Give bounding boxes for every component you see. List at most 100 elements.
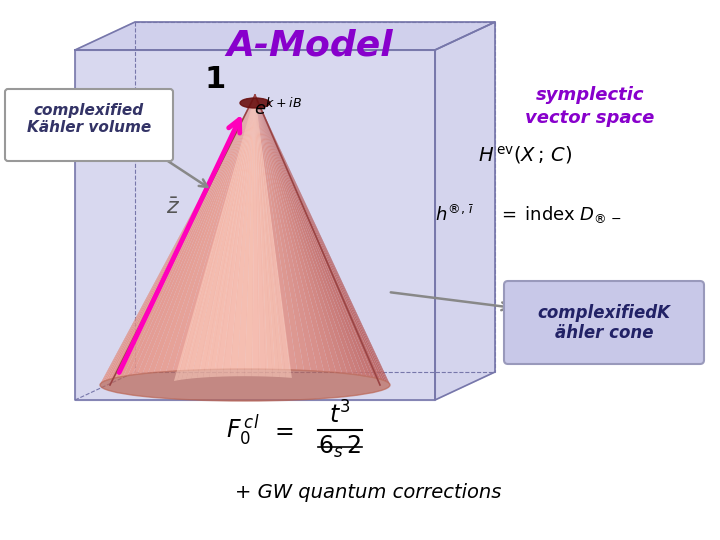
Polygon shape: [255, 95, 266, 376]
Polygon shape: [255, 95, 380, 379]
Polygon shape: [197, 95, 255, 378]
Polygon shape: [255, 95, 390, 384]
Polygon shape: [186, 95, 255, 370]
Polygon shape: [255, 95, 292, 378]
Polygon shape: [154, 95, 255, 373]
FancyBboxPatch shape: [5, 89, 173, 161]
FancyBboxPatch shape: [504, 281, 704, 364]
Polygon shape: [255, 95, 324, 372]
Polygon shape: [255, 95, 371, 377]
Polygon shape: [255, 95, 366, 376]
Polygon shape: [255, 95, 286, 377]
Polygon shape: [203, 95, 255, 377]
Polygon shape: [103, 95, 255, 382]
Polygon shape: [207, 95, 255, 369]
Polygon shape: [123, 95, 255, 376]
Polygon shape: [255, 95, 304, 370]
Polygon shape: [255, 95, 353, 374]
Polygon shape: [255, 95, 275, 369]
Polygon shape: [255, 95, 297, 370]
Polygon shape: [101, 95, 255, 383]
Polygon shape: [109, 95, 255, 379]
Polygon shape: [255, 95, 388, 382]
Polygon shape: [255, 95, 290, 370]
Polygon shape: [166, 95, 255, 372]
Polygon shape: [255, 95, 330, 372]
Polygon shape: [255, 95, 282, 369]
Polygon shape: [255, 95, 390, 383]
Polygon shape: [255, 95, 273, 377]
Text: complexified: complexified: [34, 103, 144, 118]
Text: $=\;\mathrm{index}\;D_{\circledR\,-}$: $=\;\mathrm{index}\;D_{\circledR\,-}$: [498, 205, 621, 225]
Polygon shape: [255, 95, 374, 378]
Polygon shape: [148, 95, 255, 373]
Polygon shape: [230, 95, 255, 369]
Polygon shape: [255, 95, 268, 369]
Text: $\bar{z}$: $\bar{z}$: [166, 198, 180, 218]
Polygon shape: [178, 95, 255, 380]
Polygon shape: [138, 95, 255, 374]
Polygon shape: [255, 95, 311, 371]
Polygon shape: [193, 95, 255, 370]
Text: $6_s\,2$: $6_s\,2$: [318, 434, 361, 460]
Polygon shape: [251, 95, 258, 376]
Polygon shape: [255, 95, 385, 381]
Polygon shape: [255, 95, 279, 377]
Polygon shape: [107, 95, 255, 380]
Text: vector space: vector space: [526, 109, 654, 127]
Polygon shape: [255, 95, 348, 374]
Polygon shape: [216, 95, 255, 377]
Polygon shape: [255, 95, 318, 371]
Text: $F_0^{\,cl}$: $F_0^{\,cl}$: [226, 412, 260, 448]
Polygon shape: [244, 95, 255, 376]
Polygon shape: [255, 95, 358, 375]
Polygon shape: [127, 95, 255, 376]
Polygon shape: [255, 95, 362, 376]
Polygon shape: [255, 95, 377, 379]
Polygon shape: [255, 95, 383, 380]
Ellipse shape: [100, 369, 390, 401]
Text: $=$: $=$: [270, 418, 294, 442]
Text: $t^3$: $t^3$: [329, 401, 351, 429]
Text: A-Model: A-Model: [227, 28, 393, 62]
Polygon shape: [253, 95, 260, 369]
Polygon shape: [210, 95, 255, 377]
Text: $h^{\circledR,\,\bar{\imath}}$: $h^{\circledR,\,\bar{\imath}}$: [435, 205, 474, 225]
Text: $e^{k+iB}$: $e^{k+iB}$: [254, 97, 302, 119]
Text: ähler cone: ähler cone: [554, 324, 653, 342]
Text: $H^{\,\mathrm{ev}}(X\,;\,C)$: $H^{\,\mathrm{ev}}(X\,;\,C)$: [478, 144, 572, 166]
Polygon shape: [174, 95, 255, 381]
Polygon shape: [222, 95, 255, 369]
Polygon shape: [255, 95, 387, 382]
Polygon shape: [173, 95, 255, 371]
Polygon shape: [143, 95, 255, 374]
Polygon shape: [112, 95, 255, 379]
Text: complexifiedK: complexifiedK: [538, 304, 670, 322]
Polygon shape: [132, 95, 255, 375]
Polygon shape: [75, 50, 435, 400]
Polygon shape: [102, 95, 255, 382]
Text: + GW quantum corrections: + GW quantum corrections: [235, 483, 501, 503]
Polygon shape: [75, 22, 495, 50]
Text: symplectic: symplectic: [536, 86, 644, 104]
Polygon shape: [181, 95, 255, 380]
Polygon shape: [255, 95, 390, 385]
Polygon shape: [160, 95, 255, 372]
Polygon shape: [238, 95, 255, 369]
Polygon shape: [179, 95, 255, 371]
Polygon shape: [105, 95, 255, 381]
Polygon shape: [100, 95, 255, 385]
Polygon shape: [120, 95, 255, 377]
Text: 1: 1: [204, 65, 225, 94]
Polygon shape: [223, 95, 255, 376]
Polygon shape: [215, 95, 255, 369]
Polygon shape: [255, 95, 342, 373]
Polygon shape: [116, 95, 255, 378]
Polygon shape: [200, 95, 255, 370]
Ellipse shape: [240, 98, 270, 108]
Polygon shape: [245, 95, 255, 369]
Polygon shape: [186, 95, 255, 379]
Text: Kähler volume: Kähler volume: [27, 120, 151, 136]
Polygon shape: [237, 95, 255, 376]
Polygon shape: [435, 22, 495, 400]
